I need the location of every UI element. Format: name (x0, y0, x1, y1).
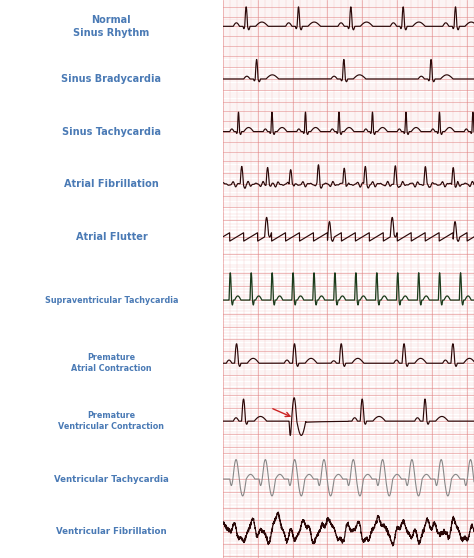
Text: Atrial Fibrillation: Atrial Fibrillation (64, 179, 159, 189)
Text: Ventricular Fibrillation: Ventricular Fibrillation (56, 527, 167, 536)
Text: Sinus Bradycardia: Sinus Bradycardia (62, 74, 161, 84)
Text: Normal
Sinus Rhythm: Normal Sinus Rhythm (73, 15, 149, 37)
Text: Premature
Ventricular Contraction: Premature Ventricular Contraction (58, 411, 164, 431)
Text: Sinus Tachycardia: Sinus Tachycardia (62, 127, 161, 137)
Text: Atrial Flutter: Atrial Flutter (75, 232, 147, 242)
Text: Supraventricular Tachycardia: Supraventricular Tachycardia (45, 296, 178, 305)
Text: Ventricular Tachycardia: Ventricular Tachycardia (54, 474, 169, 484)
Text: Premature
Atrial Contraction: Premature Atrial Contraction (71, 353, 152, 373)
